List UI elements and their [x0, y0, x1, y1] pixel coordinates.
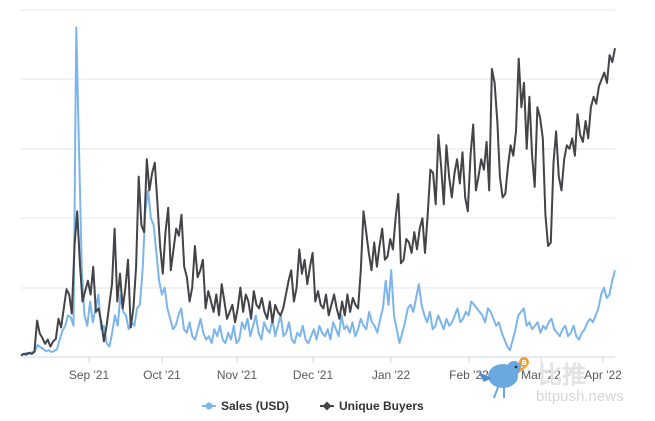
legend-sales-marker [205, 402, 213, 410]
series-line-unique-buyers [20, 48, 616, 357]
x-tick-label-4: Jan '22 [372, 368, 411, 382]
svg-text:B: B [522, 359, 527, 367]
legend: Sales (USD) Unique Buyers [202, 399, 424, 413]
x-tick-label-1: Oct '21 [143, 368, 181, 382]
watermark: B 比推 bitpush.news [478, 357, 624, 405]
watermark-url: bitpush.news [536, 388, 624, 405]
x-tick-label-7: Apr '22 [584, 368, 622, 382]
x-tick-label-6: Mar '22 [521, 368, 561, 382]
series-line-sales [20, 26, 616, 357]
legend-buyers-marker [322, 401, 332, 411]
legend-sales-label: Sales (USD) [221, 399, 289, 413]
x-tick-label-2: Nov '21 [217, 368, 258, 382]
grid-lines [21, 9, 615, 289]
x-tick-label-5: Feb '22 [449, 368, 489, 382]
plot-area [20, 26, 616, 357]
legend-buyers-label: Unique Buyers [339, 399, 424, 413]
watermark-logo-text: 比推 [538, 361, 586, 389]
bird-logo-icon: B [478, 357, 529, 399]
x-tick-label-0: Sep '21 [69, 368, 110, 382]
x-axis-ticks: Sep '21 Oct '21 Nov '21 Dec '21 Jan '22 Feb '… [69, 357, 622, 382]
x-tick-label-3: Dec '21 [293, 368, 334, 382]
legend-item-buyers[interactable]: Unique Buyers [320, 399, 424, 413]
legend-item-sales[interactable]: Sales (USD) [202, 399, 289, 413]
